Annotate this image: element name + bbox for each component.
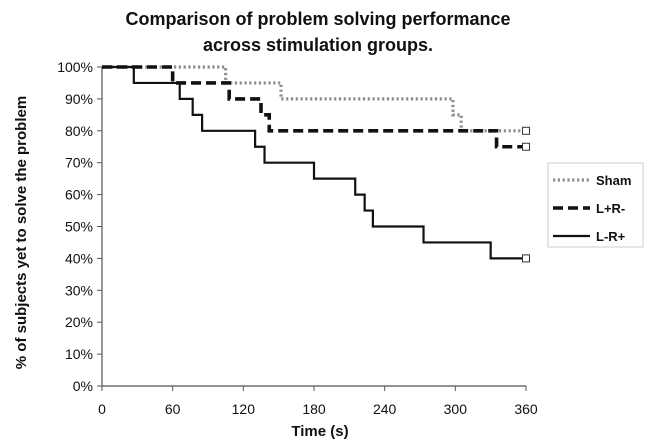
x-tick-label: 60 <box>165 401 181 417</box>
x-axis-title: Time (s) <box>291 423 348 440</box>
x-tick-label: 0 <box>98 401 106 417</box>
legend-label: L-R+ <box>596 229 626 244</box>
y-tick-label: 60% <box>65 187 93 203</box>
y-tick-label: 0% <box>73 378 93 394</box>
series-layer <box>102 65 530 263</box>
y-tick-label: 90% <box>65 91 93 107</box>
series-line-L-R+ <box>102 65 526 260</box>
censor-marker <box>522 126 530 135</box>
y-tick-label: 50% <box>65 219 93 235</box>
y-tick-label: 40% <box>65 250 93 266</box>
y-tick-label: 30% <box>65 282 93 298</box>
y-tick-label: 10% <box>65 346 93 362</box>
series-line-Sham <box>102 65 526 133</box>
x-tick-label: 240 <box>373 401 397 417</box>
x-tick-label: 300 <box>444 401 468 417</box>
x-ticks: 0 60 120 180 240 300 360 <box>98 386 538 417</box>
y-tick-label: 70% <box>65 155 93 171</box>
y-tick-label: 80% <box>65 123 93 139</box>
legend: Sham L+R- L-R+ <box>547 162 644 248</box>
censor-marker <box>522 142 530 151</box>
y-tick-label: 100% <box>57 59 93 75</box>
y-ticks: 0% 10% 20% 30% 40% 50% 60% 70% 80% 90% 100% <box>57 59 102 394</box>
y-axis-title: % of subjects yet to solve the problem <box>13 96 30 369</box>
legend-box <box>547 162 644 248</box>
censor-marker <box>522 254 530 263</box>
x-tick-label: 180 <box>302 401 326 417</box>
x-tick-label: 360 <box>514 401 538 417</box>
legend-label: Sham <box>596 173 631 188</box>
series-line-L+R- <box>102 65 526 149</box>
legend-label: L+R- <box>596 201 625 216</box>
x-tick-label: 120 <box>232 401 256 417</box>
chart-title-line-2: across stimulation groups. <box>203 35 433 55</box>
chart-title-line-1: Comparison of problem solving performanc… <box>125 9 510 29</box>
axes <box>101 67 526 387</box>
y-tick-label: 20% <box>65 314 93 330</box>
